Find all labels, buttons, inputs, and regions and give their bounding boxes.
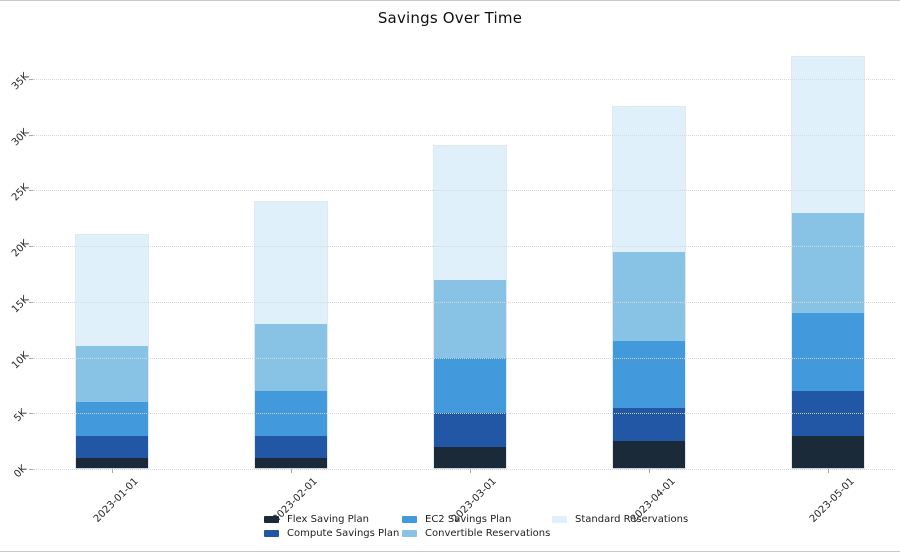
- x-tick-label: 2023-02-01: [270, 476, 320, 525]
- y-tick-label: 15K: [9, 293, 32, 316]
- bar-segment: [792, 435, 864, 469]
- y-tick-label: 0K: [12, 463, 30, 481]
- bar-segment: [792, 212, 864, 313]
- bar-segment: [76, 457, 148, 469]
- x-axis-tick: [112, 469, 113, 473]
- bar-outline: [612, 105, 686, 469]
- gridline: [33, 357, 895, 359]
- x-tick-label: 2023-04-01: [628, 476, 678, 525]
- bar-segment: [613, 340, 685, 408]
- gridline: [33, 469, 895, 470]
- bar-segment: [76, 435, 148, 458]
- x-axis-tick: [291, 469, 292, 473]
- gridline: [33, 134, 895, 136]
- y-tick-label: 25K: [9, 182, 32, 204]
- y-tick-label: 35K: [9, 70, 32, 93]
- y-axis-tick: [29, 301, 33, 303]
- y-axis-tick: [29, 134, 33, 136]
- bar-outline: [791, 55, 865, 469]
- bar-outline: [254, 200, 328, 469]
- bar-segment: [434, 145, 506, 280]
- gridline: [33, 190, 895, 192]
- bar-segment: [255, 435, 327, 458]
- bar-segment: [434, 279, 506, 358]
- y-axis-tick: [29, 246, 33, 248]
- y-tick-label: 10K: [9, 349, 32, 371]
- bar-segment: [255, 201, 327, 325]
- x-tick-label: 2023-01-01: [91, 476, 141, 525]
- y-axis-tick: [29, 413, 33, 415]
- bar-segment: [613, 441, 685, 469]
- chart-title: Savings Over Time: [377, 9, 523, 27]
- bar-segment: [255, 457, 327, 469]
- bar-segment: [434, 413, 506, 447]
- x-axis-tick: [828, 469, 829, 473]
- gridline: [33, 301, 895, 303]
- y-axis-tick: [29, 78, 33, 80]
- bar-segment: [76, 402, 148, 436]
- x-axis-tick: [649, 469, 650, 473]
- y-axis-tick: [29, 469, 33, 470]
- bar-segment: [76, 234, 148, 347]
- bar-segment: [76, 346, 148, 403]
- gridline: [33, 246, 895, 248]
- bar-outline: [433, 144, 507, 469]
- y-axis-tick: [29, 190, 33, 192]
- x-tick-label: 2023-05-01: [807, 476, 857, 525]
- y-tick-label: 30K: [9, 126, 32, 149]
- bar-segment: [434, 446, 506, 469]
- x-tick-label: 2023-03-01: [449, 476, 499, 525]
- y-tick-label: 20K: [9, 238, 32, 260]
- x-axis-tick: [470, 469, 471, 473]
- bar-outline: [75, 233, 149, 469]
- y-tick-label: 5K: [12, 407, 30, 425]
- gridline: [33, 413, 895, 415]
- bar-segment: [613, 106, 685, 252]
- y-axis-tick: [29, 357, 33, 359]
- gridline: [33, 78, 895, 80]
- bar-segment: [434, 357, 506, 414]
- bar-segment: [613, 251, 685, 341]
- bar-segment: [792, 312, 864, 391]
